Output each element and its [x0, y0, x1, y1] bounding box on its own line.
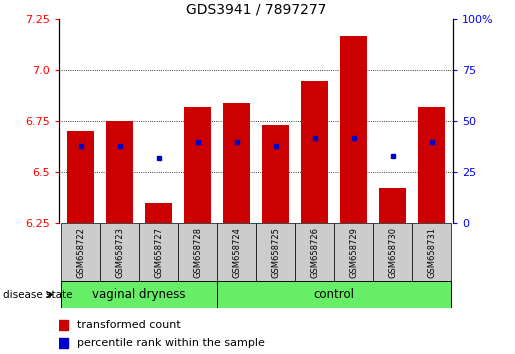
- Bar: [184, 107, 211, 223]
- Text: GSM658726: GSM658726: [310, 227, 319, 278]
- Text: GSM658729: GSM658729: [349, 227, 358, 278]
- Text: GSM658725: GSM658725: [271, 227, 280, 278]
- Bar: [262, 125, 289, 223]
- Bar: [379, 188, 406, 223]
- Text: GSM658727: GSM658727: [154, 227, 163, 278]
- Text: transformed count: transformed count: [77, 320, 181, 330]
- Text: GSM658724: GSM658724: [232, 227, 241, 278]
- Text: GSM658730: GSM658730: [388, 227, 397, 278]
- Bar: [106, 121, 133, 223]
- Bar: [418, 107, 445, 223]
- Bar: [61, 223, 100, 281]
- Bar: [67, 131, 94, 223]
- Bar: [334, 223, 373, 281]
- Text: GSM658722: GSM658722: [76, 227, 85, 278]
- Text: GSM658723: GSM658723: [115, 227, 124, 278]
- Bar: [217, 223, 256, 281]
- Bar: [256, 223, 295, 281]
- Text: disease state: disease state: [3, 290, 72, 299]
- Text: GSM658728: GSM658728: [193, 227, 202, 278]
- Bar: [301, 80, 329, 223]
- Bar: [340, 36, 367, 223]
- Bar: [178, 223, 217, 281]
- Bar: [100, 223, 139, 281]
- Bar: [223, 103, 250, 223]
- Bar: [145, 203, 173, 223]
- Text: percentile rank within the sample: percentile rank within the sample: [77, 338, 265, 348]
- Bar: [139, 223, 178, 281]
- Bar: [295, 223, 334, 281]
- Bar: [412, 223, 451, 281]
- Text: GSM658731: GSM658731: [427, 227, 436, 278]
- Bar: [61, 281, 217, 308]
- Title: GDS3941 / 7897277: GDS3941 / 7897277: [186, 3, 327, 17]
- Text: control: control: [314, 288, 355, 301]
- Bar: [217, 281, 451, 308]
- Bar: [373, 223, 412, 281]
- Text: vaginal dryness: vaginal dryness: [92, 288, 186, 301]
